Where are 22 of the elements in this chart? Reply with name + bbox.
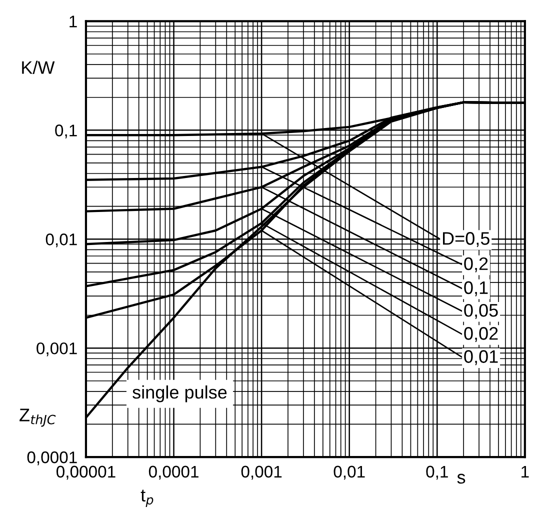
y-tick-label: 0,01 [46,234,77,248]
text: K/W [22,60,55,74]
x-tick-label: 0,01 [334,466,365,480]
text: 0,1 [464,281,488,296]
x-tick-label: 0,001 [241,466,282,480]
text: 0,02 [464,327,498,342]
x-axis-title: t$_{p}$ [140,490,154,507]
text: 0,01 [464,350,498,366]
x-tick-label: 0,00001 [56,466,116,480]
y-tick-label: 1 [70,16,77,28]
x-tick-label: 0,0001 [148,466,198,480]
text: s [457,474,466,484]
y-axis-title: Z$_{thJC}$ [20,408,56,427]
text: 0,2 [464,257,488,272]
y-tick-label: 0,0001 [27,451,77,466]
text: 0,05 [464,304,498,319]
y-tick-label: 0,001 [36,342,77,356]
text: D=0,5 [443,232,490,247]
x-tick-label: 1 [522,466,529,478]
y-tick-label: 0,1 [55,124,77,138]
x-tick-label: 0,1 [426,466,448,480]
series-label: single pulse [132,385,227,402]
